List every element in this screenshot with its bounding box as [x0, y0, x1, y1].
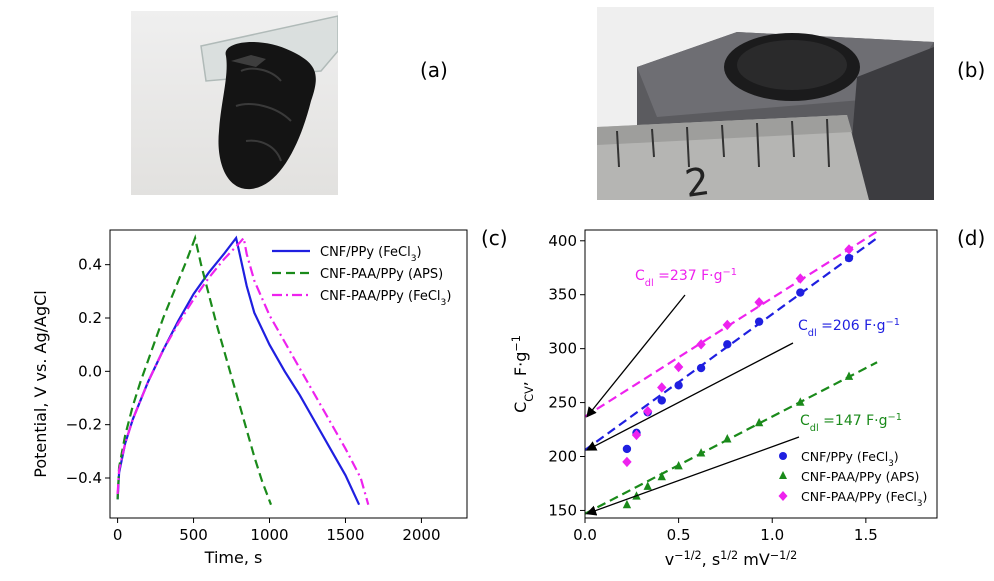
y-tick-label-c: 0.0: [78, 362, 102, 380]
x-tick-label-d: 0.5: [667, 526, 691, 544]
annotation-arrow-d-0: [586, 294, 686, 418]
chart-d: 0.0 0.5 1.0 1.5 150 200 250 300 350 400 Cdl =237 F…: [510, 229, 938, 570]
data-point-d: [754, 317, 764, 326]
fit-line-d-1: [584, 361, 878, 515]
legend-label-c-0: CNF/PPy (FeCl3): [320, 245, 422, 264]
y-tick-label-c: −0.2: [66, 416, 102, 434]
y-tick-label-d: 150: [548, 501, 577, 519]
data-point-d: [696, 448, 706, 457]
chart-c: 0 500 1000 1500 2000 −0.4 −0.2 0.0 0.2 0.4 CNF/PPy…: [31, 229, 468, 567]
y-axis-label-d: CCV, F·g−1: [510, 335, 536, 413]
y-tick-label-c: 0.4: [78, 256, 102, 274]
x-axis-label-d: v−1/2, s1/2 mV−1/2: [665, 549, 797, 570]
x-tick-label-d: 1.5: [854, 526, 878, 544]
y-tick-label-d: 200: [548, 448, 577, 466]
data-point-d: [844, 244, 854, 255]
legend-label-d-1: CNF-PAA/PPy (APS): [801, 469, 919, 484]
data-point-d: [754, 297, 764, 308]
data-point-d: [674, 461, 683, 470]
legend-label-d-2: CNF-PAA/PPy (FeCl3): [801, 489, 927, 509]
x-tick-label-c: 0: [113, 526, 123, 544]
legend-marker-d-1: [779, 471, 787, 479]
y-tick-label-d: 350: [548, 286, 577, 304]
panel-label-a: (a): [420, 58, 448, 82]
annotation-label-d-2: Cdl =147 F·g−1: [800, 412, 902, 434]
data-point-d: [622, 444, 632, 454]
plot-frame-c: [109, 229, 468, 519]
data-point-d: [622, 499, 632, 509]
y-tick-label-c: −0.4: [66, 469, 102, 487]
data-point-d: [696, 363, 706, 373]
data-point-d: [657, 396, 666, 405]
series-line-c-1: [116, 234, 273, 506]
data-point-d: [723, 434, 732, 443]
y-tick-label-d: 400: [548, 232, 577, 250]
x-tick-label-c: 1500: [326, 526, 364, 544]
series-line-c-0: [116, 235, 361, 506]
y-tick-label-d: 250: [548, 394, 577, 412]
legend-label-d-0: CNF/PPy (FeCl3): [801, 449, 899, 469]
legend-label-c-1: CNF-PAA/PPy (APS): [320, 267, 443, 282]
data-point-d: [674, 381, 683, 390]
data-point-d: [643, 481, 652, 490]
y-tick-label-c: 0.2: [78, 309, 102, 327]
data-point-d: [754, 417, 764, 427]
x-tick-label-c: 2000: [402, 526, 440, 544]
series-line-c-2: [116, 235, 370, 506]
data-point-d: [657, 471, 666, 481]
x-tick-label-d: 1.0: [760, 526, 784, 544]
data-point-d: [795, 273, 806, 284]
x-tick-label-c: 1000: [250, 526, 288, 544]
legend-marker-d-2: [778, 491, 788, 501]
photo-film-on-glass: [131, 11, 338, 195]
x-tick-label-d: 0.0: [573, 526, 597, 544]
legend-label-c-2: CNF-PAA/PPy (FeCl3): [320, 289, 451, 308]
fit-line-d-0: [584, 237, 878, 451]
data-point-d: [622, 456, 632, 468]
y-axis-label-c: Potential, V vs. Ag/AgCl: [31, 290, 50, 477]
annotation-arrow-d-1: [585, 342, 794, 451]
data-point-d: [631, 429, 642, 441]
photo-electrode-with-ruler: 2: [597, 7, 934, 200]
panel-label-d: (d): [957, 226, 986, 250]
data-point-d: [722, 319, 732, 331]
annotation-label-d-0: Cdl =237 F·g−1: [635, 267, 737, 289]
annotation-label-d-1: Cdl =206 F·g−1: [798, 317, 900, 339]
panel-label-b: (b): [957, 58, 986, 82]
x-tick-label-c: 500: [179, 526, 208, 544]
data-point-d: [723, 340, 732, 349]
data-point-d: [796, 397, 805, 406]
legend-marker-d-0: [779, 452, 787, 460]
x-axis-label-c: Time, s: [204, 548, 263, 567]
data-point-d: [844, 371, 854, 380]
y-tick-label-d: 300: [548, 340, 577, 358]
data-point-d: [844, 253, 854, 263]
data-point-d: [796, 288, 805, 297]
data-point-d: [673, 361, 684, 373]
annotation-arrow-d-2: [585, 436, 800, 516]
data-point-d: [643, 406, 653, 417]
panel-label-c: (c): [481, 226, 508, 250]
plot-frame-d: [584, 229, 938, 519]
